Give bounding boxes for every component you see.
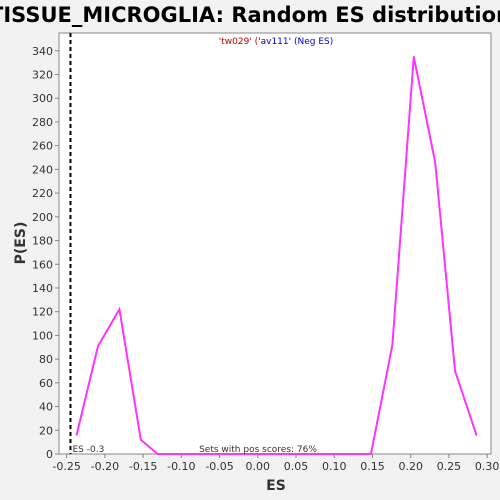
y-tick-label: 320: [32, 69, 53, 82]
y-tick-label: 340: [32, 45, 53, 58]
y-tick-label: 140: [32, 282, 53, 295]
y-tick-label: 100: [32, 329, 53, 342]
y-tick-label: 200: [32, 211, 53, 224]
y-tick-label: 240: [32, 163, 53, 176]
data-point: [156, 453, 159, 455]
data-point: [412, 55, 415, 58]
chart-title: TISSUE_MICROGLIA: Random ES distribution: [0, 3, 500, 27]
data-point: [75, 434, 78, 436]
y-axis-label: P(ES): [13, 222, 29, 265]
plot-area: [58, 32, 492, 455]
subtitle-part-2: 'av111' (Neg ES): [258, 37, 333, 47]
x-tick-label: 0.15: [360, 460, 385, 473]
es-distribution-line: [75, 56, 478, 455]
y-tick-label: 260: [32, 140, 53, 153]
chart-subtitle: 'tw029' ('av111' (Neg ES): [219, 37, 333, 47]
y-tick-label: 60: [39, 377, 53, 390]
y-tick-label: 0: [46, 448, 53, 461]
data-point: [391, 344, 394, 346]
x-tick-label: -0.25: [52, 460, 80, 473]
x-tick-label: 0.10: [322, 460, 347, 473]
y-tick-label: 220: [32, 187, 53, 200]
y-tick-label: 300: [32, 92, 53, 105]
y-tick-label: 160: [32, 258, 53, 271]
data-point: [140, 438, 142, 441]
y-axis: 0 20 40 60 80 100 120 140 160 180 200 220 240 260 280 3…: [32, 45, 59, 461]
x-tick-label: -0.20: [91, 460, 119, 473]
y-tick-label: 180: [32, 235, 53, 248]
pos-scores-annotation: Sets with pos scores: 76%: [199, 445, 317, 455]
data-point: [370, 453, 372, 455]
data-points: [75, 55, 478, 455]
x-tick-label: 0.30: [475, 460, 500, 473]
data-point: [97, 345, 99, 347]
y-tick-label: 280: [32, 116, 53, 129]
y-tick-label: 20: [39, 424, 53, 437]
data-point: [475, 434, 478, 436]
data-point: [454, 370, 456, 372]
data-point: [173, 453, 176, 455]
x-tick-label: 0.20: [398, 460, 423, 473]
x-tick-label: -0.15: [129, 460, 157, 473]
x-tick-label: -0.05: [205, 460, 233, 473]
data-point: [434, 161, 436, 164]
x-tick-label: 0.05: [284, 460, 309, 473]
data-point: [118, 308, 121, 311]
x-axis: -0.25 -0.20 -0.15 -0.10 -0.05 0.00 0.05 0.10 0.1…: [52, 454, 499, 473]
y-tick-label: 80: [39, 353, 53, 366]
x-tick-label: -0.10: [167, 460, 195, 473]
x-tick-label: 0.00: [246, 460, 271, 473]
es-marker-label: ES -0.3: [72, 445, 104, 455]
subtitle-part-1: 'tw029' (: [219, 37, 258, 47]
x-tick-label: 0.25: [437, 460, 462, 473]
y-tick-label: 120: [32, 306, 53, 319]
x-axis-label: ES: [266, 478, 286, 494]
y-tick-label: 40: [39, 401, 53, 414]
